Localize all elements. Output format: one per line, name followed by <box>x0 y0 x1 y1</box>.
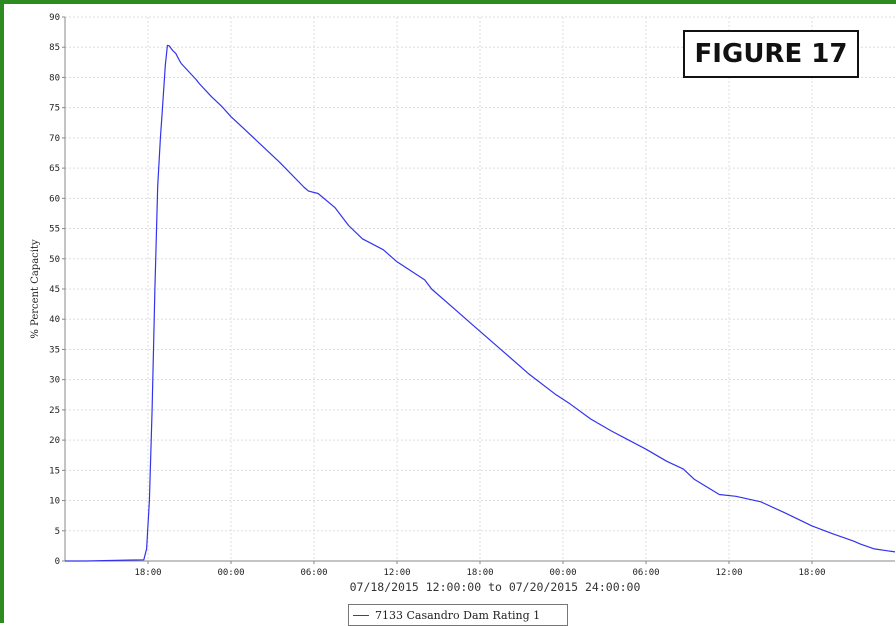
x-tick-label: 18:00 <box>798 568 825 578</box>
y-tick-label: 10 <box>49 497 60 507</box>
y-tick-label: 85 <box>49 43 60 53</box>
y-tick-label: 0 <box>55 557 60 567</box>
y-tick-label: 70 <box>49 134 60 144</box>
figure-label: FIGURE 17 <box>683 30 859 78</box>
y-tick-label: 80 <box>49 73 60 83</box>
x-tick-label: 18:00 <box>134 568 161 578</box>
x-tick-label: 00:00 <box>217 568 244 578</box>
y-tick-label: 60 <box>49 194 60 204</box>
x-tick-label: 06:00 <box>300 568 327 578</box>
legend-series-name: 7133 Casandro Dam Rating 1 <box>375 608 541 622</box>
y-tick-label: 90 <box>49 13 60 23</box>
y-tick-label: 65 <box>49 164 60 174</box>
y-tick-label: 15 <box>49 466 60 476</box>
y-tick-label: 20 <box>49 436 60 446</box>
y-tick-label: 35 <box>49 345 60 355</box>
y-tick-label: 25 <box>49 406 60 416</box>
y-tick-label: 55 <box>49 225 60 235</box>
y-tick-label: 75 <box>49 104 60 114</box>
x-axis-label: 07/18/2015 12:00:00 to 07/20/2015 24:00:… <box>350 580 641 594</box>
y-tick-label: 40 <box>49 315 60 325</box>
x-tick-label: 12:00 <box>383 568 410 578</box>
x-tick-label: 06:00 <box>632 568 659 578</box>
x-tick-label: 00:00 <box>549 568 576 578</box>
x-tick-label: 18:00 <box>466 568 493 578</box>
x-tick-label: 12:00 <box>715 568 742 578</box>
y-tick-label: 5 <box>55 527 60 537</box>
y-tick-label: 50 <box>49 255 60 265</box>
legend-swatch <box>353 614 369 616</box>
y-tick-label: 30 <box>49 376 60 386</box>
series-line <box>65 44 896 562</box>
y-axis-label: % Percent Capacity <box>30 239 41 339</box>
y-tick-label: 45 <box>49 285 60 295</box>
